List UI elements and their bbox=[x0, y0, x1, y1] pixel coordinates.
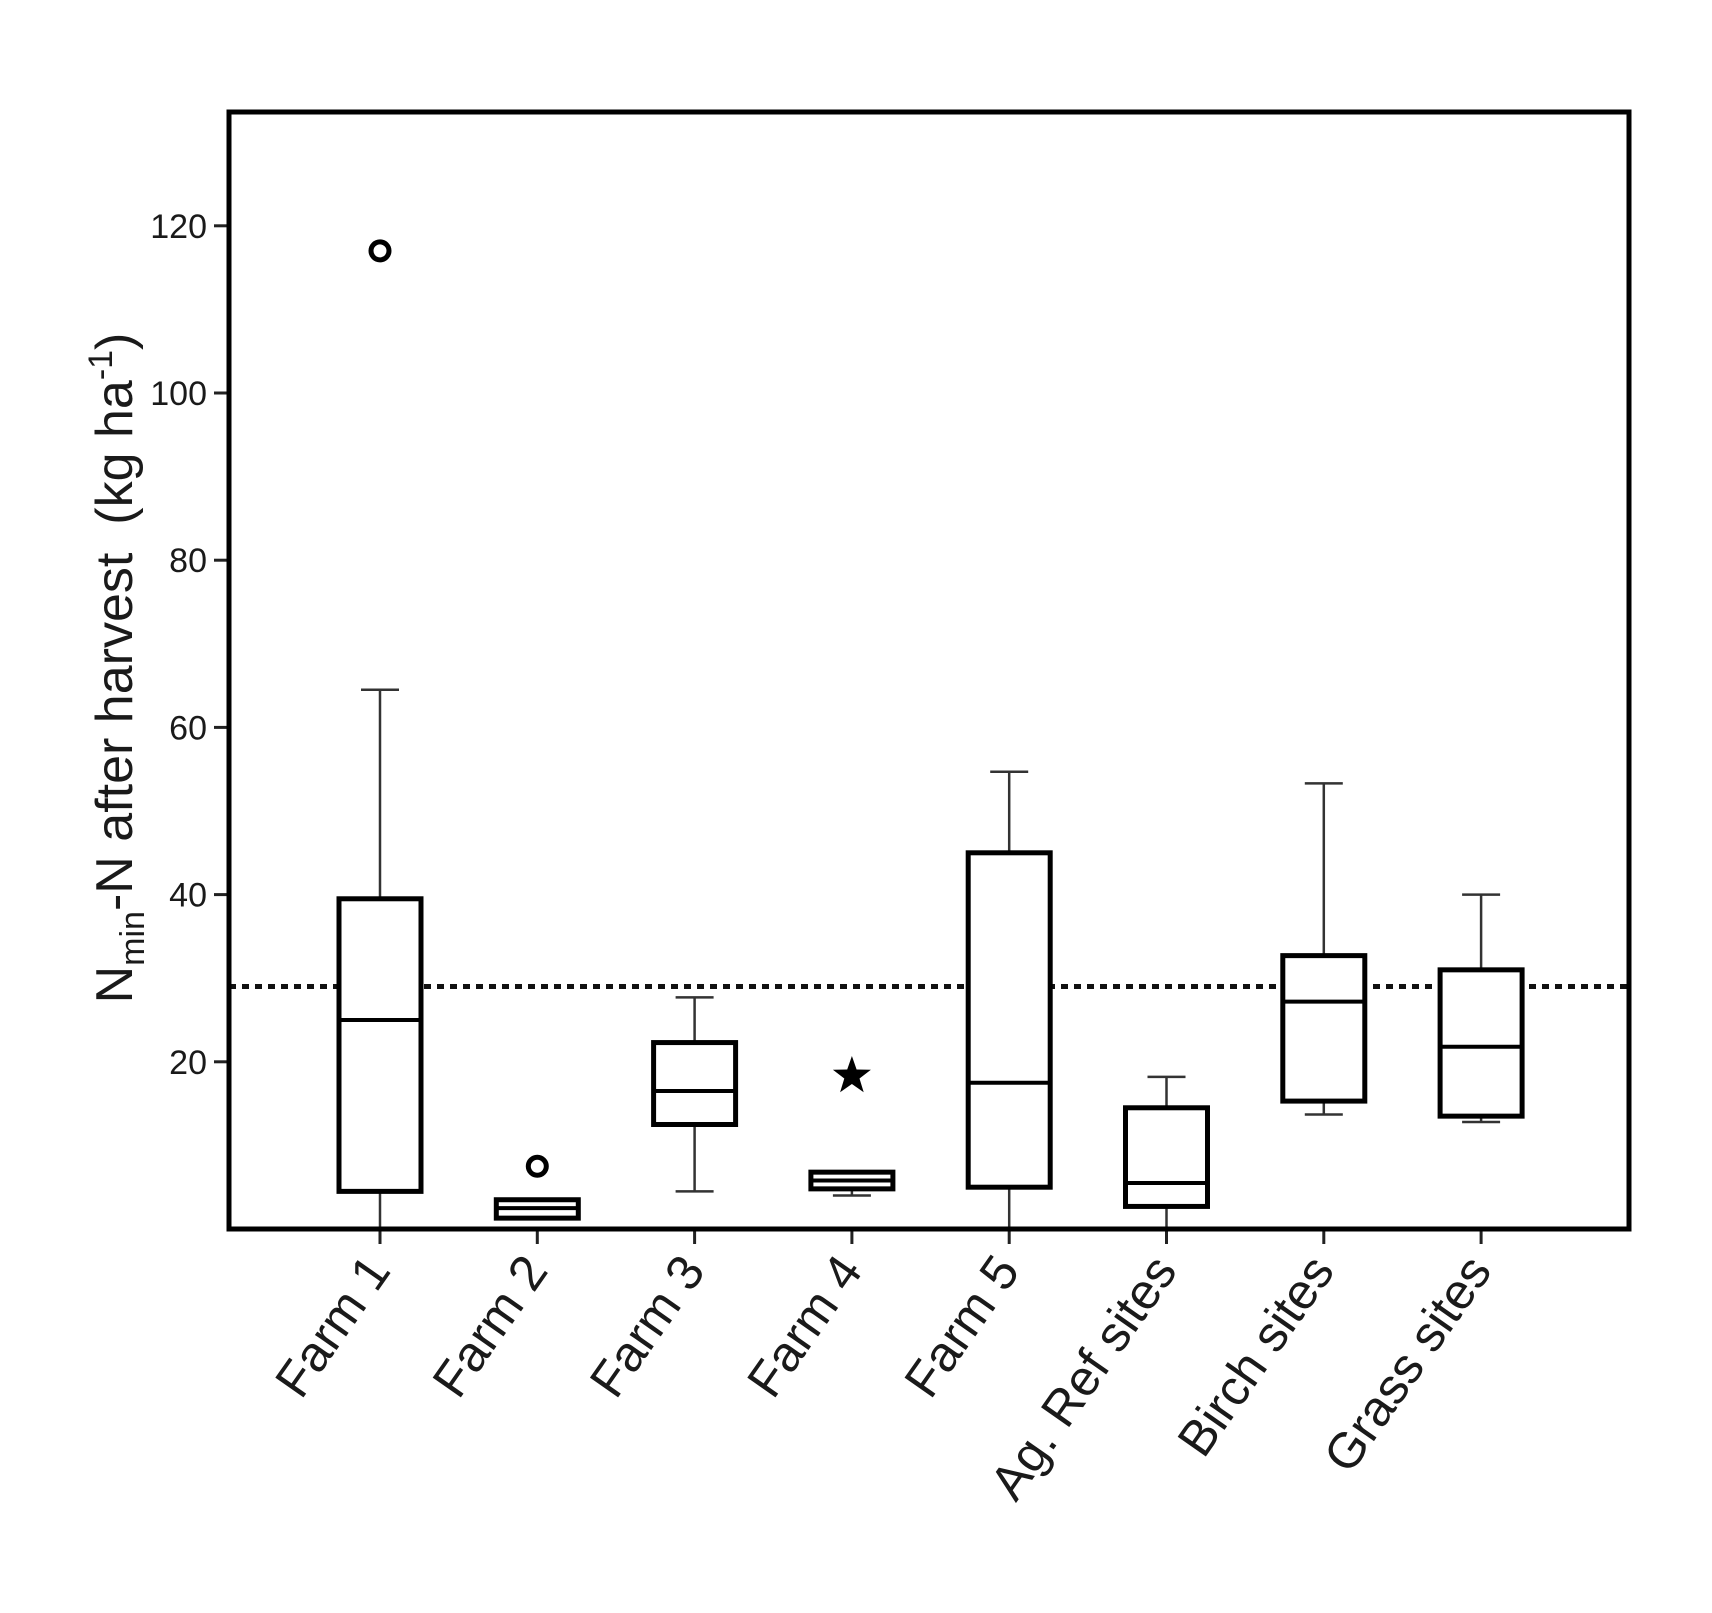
ylabel-rest: -N after harvest bbox=[86, 552, 144, 911]
outlier-circle bbox=[525, 1154, 549, 1178]
y-tick-label: 100 bbox=[150, 375, 207, 413]
box bbox=[1123, 1105, 1210, 1209]
y-tick-label: 20 bbox=[169, 1044, 207, 1082]
y-tick-label: 40 bbox=[169, 877, 207, 915]
outlier-star bbox=[832, 1056, 871, 1093]
y-tick-label: 60 bbox=[169, 709, 207, 747]
box bbox=[965, 850, 1053, 1190]
box bbox=[336, 896, 424, 1194]
ylabel-subscript: min bbox=[114, 911, 152, 966]
y-tick-label: 120 bbox=[150, 208, 207, 246]
ylabel-units-sup: -1 bbox=[82, 350, 120, 380]
box bbox=[1280, 953, 1368, 1104]
y-axis-label: Nmin-N after harvest (kg ha-1) bbox=[82, 333, 152, 1004]
box bbox=[651, 1040, 739, 1128]
ylabel-main: N bbox=[86, 966, 144, 1004]
ylabel-units-close: ) bbox=[86, 333, 144, 350]
box bbox=[1437, 967, 1525, 1119]
plot-frame bbox=[226, 109, 1632, 1232]
y-tick-label: 80 bbox=[169, 542, 207, 580]
ylabel-units-open: (kg ha bbox=[86, 380, 144, 525]
outlier-circle bbox=[368, 239, 392, 263]
